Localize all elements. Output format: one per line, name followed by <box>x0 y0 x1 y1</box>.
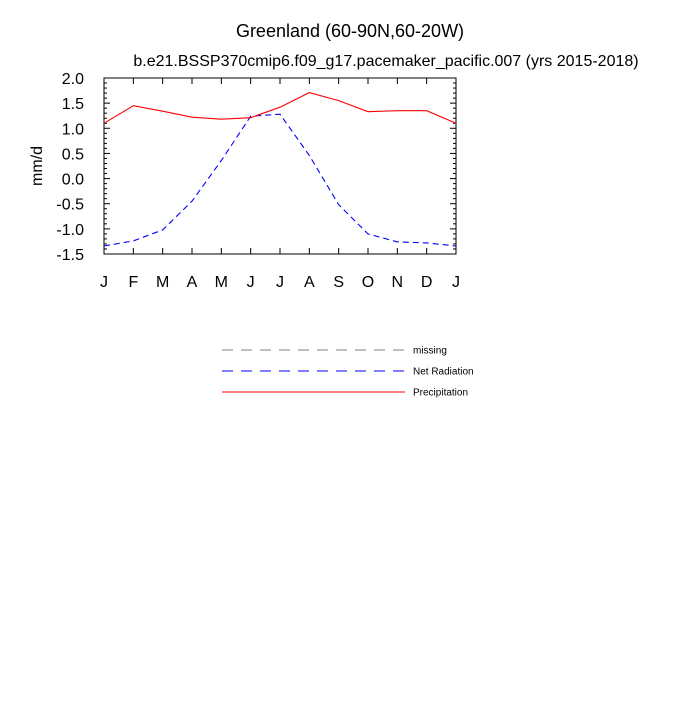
y-tick-label: -1.0 <box>56 222 84 239</box>
x-tick-label: J <box>452 274 460 291</box>
series-line-net-radiation <box>104 114 456 246</box>
x-tick-label: D <box>421 274 433 291</box>
x-tick-label: F <box>128 274 138 291</box>
y-tick-label: -1.5 <box>56 247 84 264</box>
x-tick-label: M <box>215 274 228 291</box>
legend-label-precipitation: Precipitation <box>413 388 468 399</box>
y-tick-label: 0.5 <box>62 146 84 163</box>
x-tick-label: A <box>187 274 198 291</box>
x-tick-label: A <box>304 274 315 291</box>
y-tick-label: 2.0 <box>62 71 84 88</box>
x-tick-label: J <box>276 274 284 291</box>
x-tick-label: M <box>156 274 169 291</box>
y-tick-label: -0.5 <box>56 197 84 214</box>
legend-label-missing: missing <box>413 346 447 357</box>
x-tick-label: N <box>392 274 404 291</box>
series-line-precipitation <box>104 93 456 124</box>
y-axis-label: mm/d <box>29 146 46 186</box>
x-tick-label: O <box>362 274 374 291</box>
plot-frame <box>104 78 456 254</box>
x-tick-label: J <box>247 274 255 291</box>
legend-label-net-radiation: Net Radiation <box>413 367 474 378</box>
y-tick-label: 0.0 <box>62 172 84 189</box>
y-tick-label: 1.5 <box>62 96 84 113</box>
chart-title: Greenland (60-90N,60-20W) <box>236 21 464 41</box>
x-tick-label: S <box>333 274 344 291</box>
chart-subtitle: b.e21.BSSP370cmip6.f09_g17.pacemaker_pac… <box>133 53 638 70</box>
legend: missing Net Radiation Precipitation <box>222 346 474 399</box>
y-tick-label: 1.0 <box>62 121 84 138</box>
x-tick-label: J <box>100 274 108 291</box>
